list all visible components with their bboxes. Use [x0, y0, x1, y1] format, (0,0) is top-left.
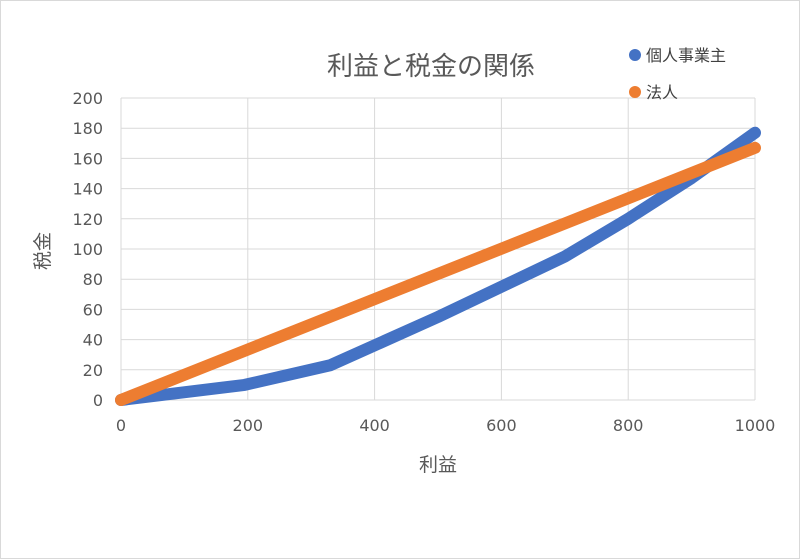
y-tick-label-7: 140: [72, 180, 103, 199]
y-tick-label-8: 160: [72, 149, 103, 168]
legend-item-hojin: 法人: [629, 83, 678, 102]
y-axis-title: 税金: [32, 232, 54, 270]
y-tick-label-1: 20: [83, 361, 103, 380]
y-tick-label-10: 200: [72, 89, 103, 108]
legend: 個人事業主 法人: [629, 46, 726, 102]
x-tick-label-2: 400: [359, 416, 390, 435]
y-tick-label-9: 180: [72, 119, 103, 138]
y-tick-label-5: 100: [72, 240, 103, 259]
x-axis-title: 利益: [419, 454, 457, 476]
series-line-1: [115, 141, 761, 406]
series-line-0: [115, 126, 761, 406]
legend-marker-kojin: [629, 49, 641, 61]
legend-label-kojin: 個人事業主: [646, 46, 726, 65]
legend-item-kojin: 個人事業主: [629, 46, 726, 65]
y-tick-label-4: 80: [83, 270, 103, 289]
x-tick-label-3: 600: [486, 416, 517, 435]
legend-marker-hojin: [629, 86, 641, 98]
legend-label-hojin: 法人: [646, 83, 678, 102]
y-tick-label-6: 120: [72, 210, 103, 229]
x-axis-tick-labels: 0 200 400 600 800 1000: [116, 416, 775, 435]
chart-title: 利益と税金の関係: [327, 52, 535, 82]
x-tick-label-5: 1000: [735, 416, 776, 435]
gridlines: [120, 97, 756, 401]
y-tick-label-3: 60: [83, 300, 103, 319]
x-tick-label-0: 0: [116, 416, 126, 435]
y-tick-label-0: 0: [93, 391, 103, 410]
series-lines: [115, 126, 761, 406]
x-tick-label-1: 200: [233, 416, 264, 435]
y-axis-tick-labels: 0 20 40 60 80 100 120 140 160 180 200: [72, 89, 103, 410]
x-tick-label-4: 800: [613, 416, 644, 435]
y-tick-label-2: 40: [83, 331, 103, 350]
